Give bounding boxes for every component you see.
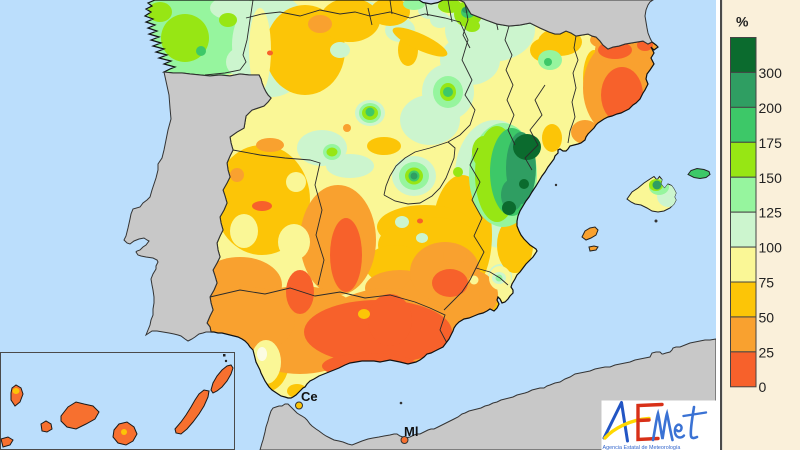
svg-text:0: 0 xyxy=(759,379,767,395)
svg-text:150: 150 xyxy=(759,170,783,186)
svg-text:%: % xyxy=(736,14,749,30)
svg-text:25: 25 xyxy=(759,345,775,361)
svg-text:75: 75 xyxy=(759,275,775,291)
svg-text:200: 200 xyxy=(759,100,783,116)
svg-text:Ml: Ml xyxy=(404,424,418,439)
svg-text:50: 50 xyxy=(759,310,775,326)
svg-text:175: 175 xyxy=(759,135,783,151)
svg-text:Agencia Estatal de Meteorologí: Agencia Estatal de Meteorología xyxy=(603,445,681,450)
svg-text:100: 100 xyxy=(759,240,783,256)
svg-text:300: 300 xyxy=(759,65,783,81)
svg-text:Ce: Ce xyxy=(301,389,318,404)
svg-text:125: 125 xyxy=(759,205,783,221)
